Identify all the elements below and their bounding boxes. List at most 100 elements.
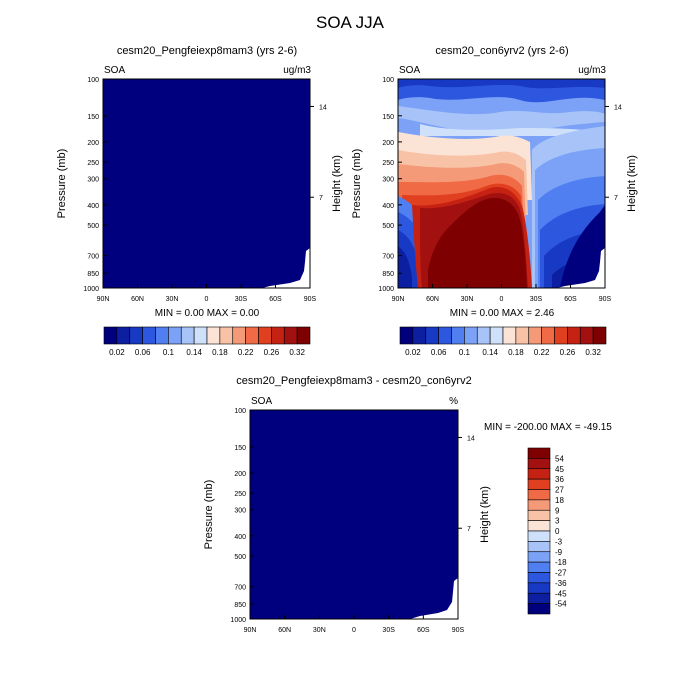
colorbar-box <box>527 530 551 542</box>
colorbar-box <box>476 326 491 345</box>
y-tick-label: 150 <box>87 114 99 121</box>
x-tick-label: 90N <box>97 296 110 303</box>
colorbar-box <box>527 478 551 490</box>
colorbar-box <box>541 326 555 345</box>
x-tick-label: 60N <box>278 627 291 634</box>
colorbar-label: 3 <box>555 517 560 526</box>
colorbar-label: 0.26 <box>264 348 280 357</box>
y-tick-label: 500 <box>382 223 394 230</box>
panel-3-variable-label: SOA <box>251 396 272 407</box>
colorbar-box <box>451 326 465 345</box>
panel-3-units: % <box>449 396 458 407</box>
colorbar-box <box>116 326 131 345</box>
y-tick-label: 500 <box>87 223 99 230</box>
y-tick-label: 850 <box>87 271 99 278</box>
panel-1-units: ug/m3 <box>283 65 311 76</box>
colorbar-label: 9 <box>555 506 560 515</box>
y-tick-label: 700 <box>382 254 394 261</box>
x-tick-label: 90S <box>452 627 465 634</box>
panel-3-field <box>250 410 458 619</box>
y-tick-label: 700 <box>234 585 246 592</box>
panel-3-min-max: MIN = -200.00 MAX = -49.15 <box>484 422 612 433</box>
colorbar-box <box>103 326 118 345</box>
colorbar-label: 0.1 <box>163 348 175 357</box>
x-tick-label: 90N <box>392 296 405 303</box>
colorbar-label: -36 <box>555 579 567 588</box>
colorbar-label: 18 <box>555 496 564 505</box>
colorbar-box <box>567 326 581 345</box>
colorbar-label: 0.14 <box>186 348 202 357</box>
y2-tick-label: 7 <box>467 526 471 533</box>
y-tick-label: 250 <box>382 160 394 167</box>
x-tick-label: 30S <box>382 627 395 634</box>
x-tick-label: 0 <box>205 296 209 303</box>
x-tick-label: 90S <box>599 296 612 303</box>
x-tick-label: 60N <box>426 296 439 303</box>
panel-3: cesm20_Pengfeiexp8mam3 - cesm20_con6yrv2… <box>203 375 612 634</box>
y-axis-title: Pressure (mb) <box>56 149 68 219</box>
colorbar-box <box>527 572 551 584</box>
colorbar-box <box>155 326 169 345</box>
colorbar-box <box>129 326 143 345</box>
x-tick-label: 90S <box>304 296 317 303</box>
colorbar-box <box>527 561 551 573</box>
y-tick-label: 700 <box>87 254 99 261</box>
y-tick-label: 300 <box>382 177 394 184</box>
panel-1: cesm20_Pengfeiexp8mam3 (yrs 2-6) SOA ug/… <box>56 45 343 319</box>
colorbar-label: 0.06 <box>135 348 151 357</box>
colorbar-label: 45 <box>555 465 564 474</box>
colorbar-label: -3 <box>555 537 563 546</box>
colorbar-box <box>502 326 517 345</box>
x-tick-label: 60S <box>269 296 282 303</box>
y-tick-label: 200 <box>87 140 99 147</box>
colorbar-box <box>425 326 439 345</box>
colorbar-box <box>527 582 551 594</box>
colorbar-box <box>554 326 568 345</box>
colorbar-box <box>180 326 195 345</box>
colorbar-box <box>438 326 452 345</box>
panel-2: cesm20_con6yrv2 (yrs 2-6) SOA ug/m3 <box>351 45 638 319</box>
x-tick-label: 90N <box>244 627 257 634</box>
y2-tick-label: 14 <box>614 104 622 111</box>
x-tick-label: 30S <box>530 296 543 303</box>
x-tick-label: 0 <box>500 296 504 303</box>
y-tick-label: 500 <box>234 554 246 561</box>
y-tick-label: 1000 <box>83 286 99 293</box>
colorbar-label: 27 <box>555 486 564 495</box>
y-axis-title: Pressure (mb) <box>203 480 215 550</box>
x-tick-label: 30N <box>461 296 474 303</box>
colorbar-label: 0.02 <box>109 348 125 357</box>
colorbar-box <box>527 603 551 615</box>
x-tick-label: 30S <box>235 296 248 303</box>
x-tick-label: 0 <box>352 627 356 634</box>
colorbar-label: 36 <box>555 475 564 484</box>
y2-axis-title: Height (km) <box>331 155 343 212</box>
y-tick-label: 1000 <box>230 617 246 624</box>
colorbar-box <box>283 326 298 345</box>
colorbar-label: 0.06 <box>431 348 447 357</box>
panel-2-title: cesm20_con6yrv2 (yrs 2-6) <box>435 45 568 57</box>
colorbar-box <box>527 489 551 501</box>
colorbar-box <box>219 326 234 345</box>
colorbar-box <box>142 326 156 345</box>
y-tick-label: 400 <box>234 534 246 541</box>
x-tick-label: 60S <box>564 296 577 303</box>
colorbar-label: -18 <box>555 558 567 567</box>
colorbar-box <box>527 509 551 521</box>
colorbar-box <box>527 520 551 532</box>
colorbar-label: 0.1 <box>459 348 471 357</box>
colorbar-box <box>464 326 478 345</box>
colorbar-box <box>527 447 551 459</box>
colorbar-box <box>527 592 551 604</box>
colorbar-box <box>399 326 414 345</box>
y-tick-label: 100 <box>87 77 99 84</box>
y2-tick-label: 7 <box>614 195 618 202</box>
panel-1-missing-region <box>262 248 310 288</box>
colorbar-box <box>527 468 551 480</box>
panel-1-title: cesm20_Pengfeiexp8mam3 (yrs 2-6) <box>117 45 297 57</box>
x-tick-label: 60N <box>131 296 144 303</box>
colorbar-box <box>168 326 182 345</box>
y-tick-label: 300 <box>87 177 99 184</box>
